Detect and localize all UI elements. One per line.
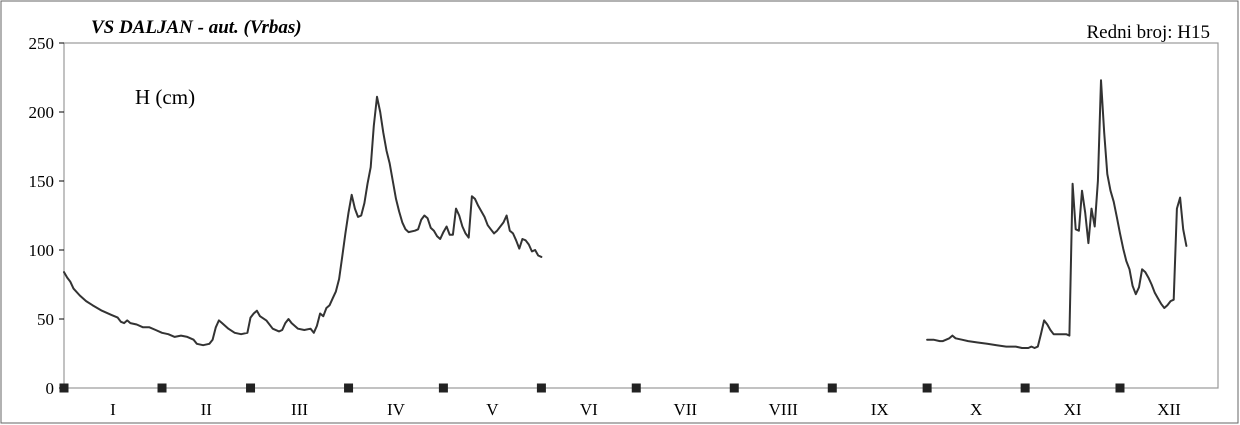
month-label: IX [871, 400, 889, 419]
y-tick-label: 150 [29, 172, 55, 191]
month-boundary-marker [344, 383, 354, 393]
y-tick-label: 100 [29, 241, 55, 260]
month-label: X [970, 400, 982, 419]
y-axis-ticks: 0 50 100 150 200 250 [29, 34, 64, 398]
chart-title: VS DALJAN - aut. (Vrbas) [91, 17, 302, 38]
y-axis-label: H (cm) [135, 85, 195, 109]
month-boundary-marker [438, 383, 448, 393]
month-label: III [291, 400, 308, 419]
month-label: VI [580, 400, 598, 419]
month-label: XII [1157, 400, 1181, 419]
series-line-segment [63, 95, 543, 347]
month-label: XI [1064, 400, 1082, 419]
plot-area-frame [63, 42, 1219, 389]
month-boundary-marker [922, 383, 932, 393]
month-boundary-marker [157, 383, 167, 393]
month-boundary-marker [1020, 383, 1030, 393]
x-axis: I II III IV V VI VII VIII IX X XI XII [59, 383, 1181, 419]
month-boundary-marker [536, 383, 546, 393]
month-boundary-marker [729, 383, 739, 393]
month-label: VIII [769, 400, 799, 419]
month-label: IV [387, 400, 406, 419]
y-tick-label: 200 [29, 103, 55, 122]
series-layer [63, 79, 1188, 349]
month-boundary-marker [59, 383, 69, 393]
month-label: V [486, 400, 499, 419]
month-label: I [110, 400, 116, 419]
y-tick-label: 50 [37, 310, 54, 329]
y-tick-label: 0 [46, 379, 55, 398]
month-boundary-marker [1115, 383, 1125, 393]
id-label: Redni broj: H15 [1087, 22, 1211, 43]
month-boundary-marker [827, 383, 837, 393]
month-label: II [201, 400, 213, 419]
month-boundary-marker [631, 383, 641, 393]
month-label: VII [673, 400, 697, 419]
month-boundary-marker [246, 383, 256, 393]
y-tick-label: 250 [29, 34, 55, 53]
series-line-segment [926, 79, 1188, 349]
